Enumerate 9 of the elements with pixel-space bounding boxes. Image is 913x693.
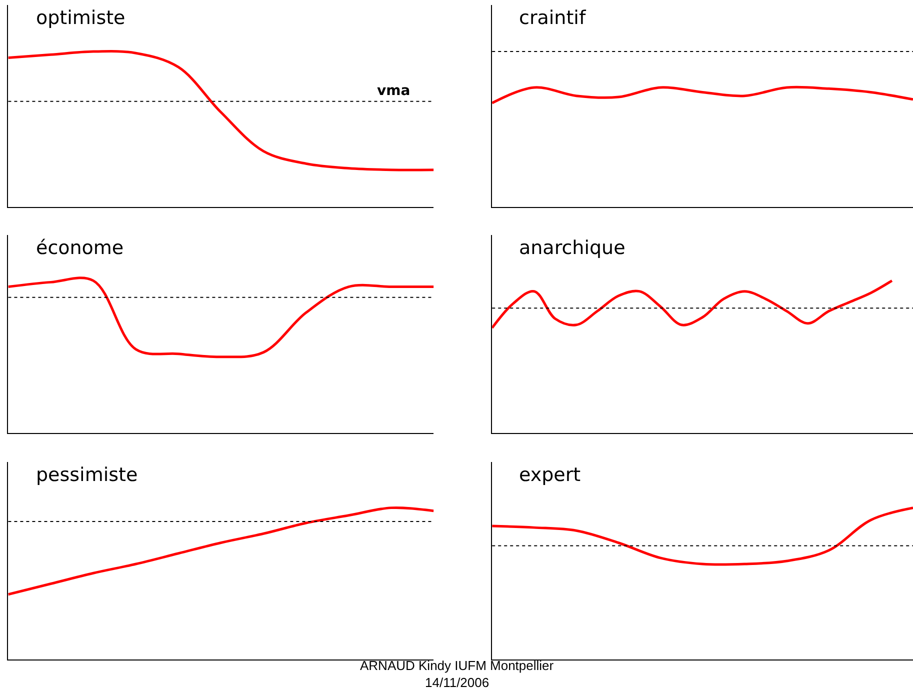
chart-title: expert xyxy=(519,464,581,486)
chart-title: craintif xyxy=(519,7,587,29)
chart-title: optimiste xyxy=(36,7,126,29)
text: 14/11/2006 xyxy=(425,675,490,690)
chart-title: pessimiste xyxy=(36,464,138,486)
ref-line-label: vma xyxy=(377,83,410,99)
chart-title: anarchique xyxy=(519,237,626,259)
chart-title: économe xyxy=(36,237,124,259)
annotation: ARNAUD Kindy IUFM Montpellier xyxy=(360,658,554,673)
